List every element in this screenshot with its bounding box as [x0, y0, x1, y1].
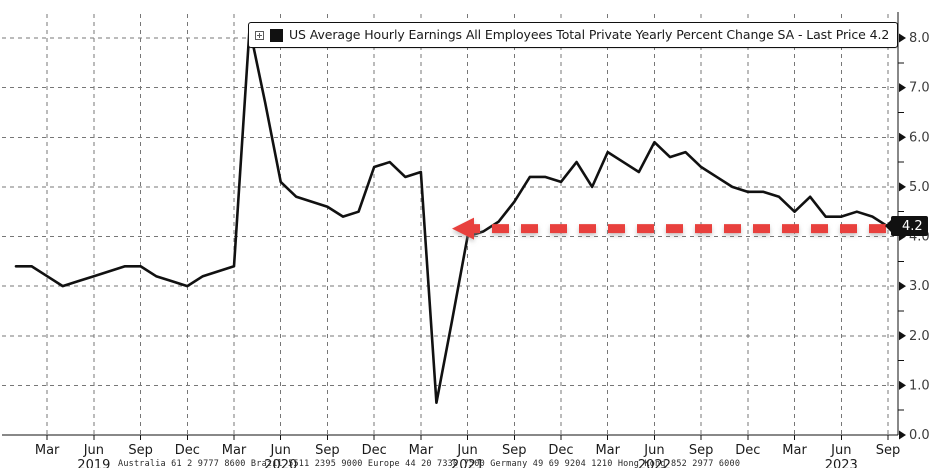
- svg-text:8.0: 8.0: [909, 31, 930, 46]
- svg-text:Mar: Mar: [409, 443, 434, 458]
- svg-text:Sep: Sep: [876, 443, 901, 458]
- svg-text:Mar: Mar: [222, 443, 247, 458]
- svg-text:Mar: Mar: [595, 443, 620, 458]
- svg-text:Jun: Jun: [83, 443, 104, 458]
- svg-text:Jun: Jun: [643, 443, 664, 458]
- svg-text:Jun: Jun: [456, 443, 477, 458]
- svg-text:Mar: Mar: [782, 443, 807, 458]
- svg-text:1.0: 1.0: [909, 378, 930, 393]
- footer-contact-info: Australia 61 2 9777 8600 Brazil 5511 239…: [118, 459, 741, 469]
- svg-text:Dec: Dec: [362, 443, 387, 458]
- svg-text:5.0: 5.0: [909, 180, 930, 195]
- expand-box-icon[interactable]: [255, 30, 264, 40]
- svg-text:Sep: Sep: [315, 443, 340, 458]
- svg-text:Jun: Jun: [270, 443, 291, 458]
- svg-text:2022: 2022: [638, 458, 671, 468]
- svg-text:Dec: Dec: [175, 443, 200, 458]
- svg-text:Sep: Sep: [502, 443, 527, 458]
- svg-text:2023: 2023: [825, 458, 858, 468]
- legend-color-swatch: [270, 28, 283, 42]
- legend-label: US Average Hourly Earnings All Employees…: [289, 26, 890, 42]
- svg-text:Jun: Jun: [830, 443, 851, 458]
- axes: [2, 12, 906, 440]
- svg-text:2020: 2020: [264, 458, 297, 468]
- y-axis-tick-labels: 0.01.02.03.04.05.06.07.08.0: [909, 31, 930, 443]
- last-price-badge: 4.2: [891, 216, 928, 236]
- svg-text:2019: 2019: [77, 458, 110, 468]
- svg-text:3.0: 3.0: [909, 279, 930, 294]
- svg-text:Sep: Sep: [689, 443, 714, 458]
- svg-text:Dec: Dec: [548, 443, 573, 458]
- svg-text:2021: 2021: [451, 458, 484, 468]
- svg-text:Mar: Mar: [35, 443, 60, 458]
- data-series-line: [14, 26, 890, 405]
- svg-text:Sep: Sep: [128, 443, 153, 458]
- last-price-value: 4.2: [902, 218, 923, 234]
- arrow-annotation: [452, 217, 886, 240]
- legend[interactable]: US Average Hourly Earnings All Employees…: [248, 22, 899, 48]
- svg-text:6.0: 6.0: [909, 130, 930, 145]
- svg-text:7.0: 7.0: [909, 81, 930, 96]
- svg-text:2.0: 2.0: [909, 329, 930, 344]
- svg-text:0.0: 0.0: [909, 428, 930, 443]
- svg-text:Dec: Dec: [735, 443, 760, 458]
